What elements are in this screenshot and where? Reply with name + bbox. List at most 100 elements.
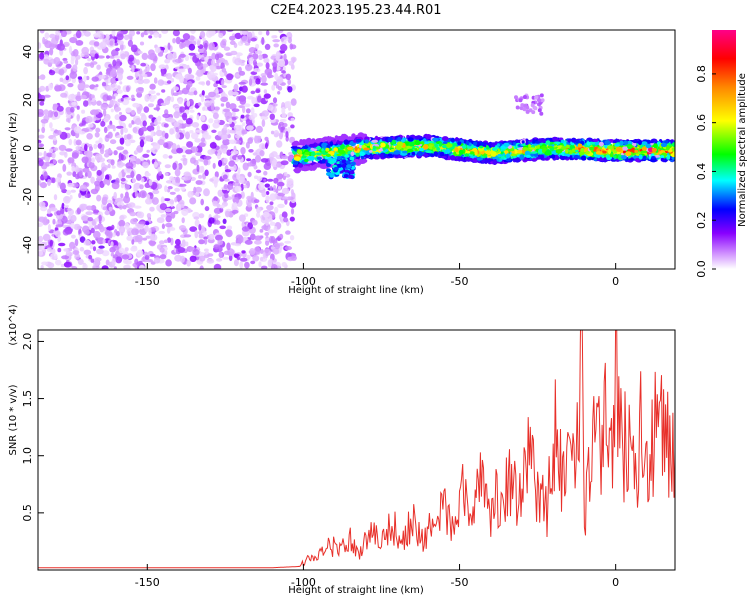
heatmap-cell: [101, 166, 107, 172]
heatmap-cell: [69, 71, 78, 79]
heatmap-cell: [290, 64, 295, 70]
heatmap-cell: [425, 134, 432, 140]
heatmap-cell: [104, 152, 110, 158]
heatmap-cell: [120, 53, 126, 60]
heatmap-cell: [90, 205, 97, 211]
heatmap-cell: [233, 259, 239, 267]
heatmap-cell: [52, 137, 57, 141]
heatmap-cell: [229, 251, 235, 256]
heatmap-cell: [275, 50, 281, 59]
heatmap-cell: [163, 123, 169, 128]
heatmap-cell: [277, 91, 281, 95]
heatmap-cell: [184, 73, 192, 80]
heatmap-cell: [49, 33, 56, 39]
heatmap-cell: [256, 135, 262, 139]
heatmap-cell: [142, 78, 150, 84]
heatmap-cell: [146, 30, 150, 34]
heatmap-cell: [263, 162, 271, 170]
heatmap-cell: [194, 186, 203, 193]
heatmap-cell: [213, 82, 219, 88]
heatmap-cell: [237, 155, 243, 160]
heatmap-cell: [214, 171, 219, 178]
heatmap-cell: [125, 107, 132, 113]
heatmap-cell: [272, 62, 278, 67]
heatmap-cell: [208, 91, 216, 98]
heatmap-cell: [257, 95, 262, 103]
heatmap-cell: [264, 68, 273, 76]
heatmap-cell: [91, 157, 95, 164]
heatmap-cell: [65, 148, 73, 152]
heatmap-cell: [198, 224, 202, 231]
heatmap-cell: [58, 68, 65, 76]
heatmap-cell: [561, 145, 567, 150]
heatmap-cell: [86, 133, 93, 140]
heatmap-cell: [113, 93, 118, 97]
heatmap-cell: [38, 75, 43, 80]
heatmap-cell: [281, 211, 288, 219]
heatmap-cell: [198, 239, 205, 245]
heatmap-cell: [136, 212, 142, 217]
heatmap-cell: [238, 176, 245, 184]
heatmap-cell: [116, 68, 124, 74]
heatmap-cell: [594, 141, 598, 146]
heatmap-cell: [145, 235, 152, 239]
heatmap-cell: [133, 205, 142, 209]
heatmap-cell: [434, 151, 438, 157]
heatmap-cell: [149, 95, 155, 103]
heatmap-cell: [235, 73, 240, 77]
heatmap-cell: [219, 225, 226, 230]
heatmap-cell: [187, 80, 193, 88]
heatmap-cell: [287, 126, 291, 134]
heatmap-cell: [123, 167, 132, 174]
heatmap-cell: [154, 118, 158, 126]
heatmap-cell: [119, 225, 126, 234]
heatmap-cell: [185, 241, 189, 247]
heatmap-cell: [90, 176, 95, 184]
heatmap-cell: [273, 133, 279, 138]
heatmap-cell: [47, 62, 53, 67]
heatmap-cell: [142, 237, 148, 241]
heatmap-cell: [46, 247, 52, 252]
heatmap-cell: [189, 255, 197, 262]
heatmap-cell: [83, 150, 89, 156]
heatmap-cell: [53, 194, 58, 201]
heatmap-cell: [290, 208, 295, 215]
heatmap-cell: [75, 95, 82, 102]
heatmap-cell: [69, 37, 78, 44]
heatmap-cell: [50, 128, 55, 132]
heatmap-cell: [224, 111, 233, 119]
heatmap-cell: [261, 110, 270, 117]
heatmap-cell: [514, 157, 521, 163]
heatmap-cell: [131, 228, 139, 236]
heatmap-cell: [571, 148, 576, 153]
heatmap-cell: [277, 203, 285, 209]
heatmap-cell: [289, 43, 294, 50]
heatmap-cell: [83, 249, 92, 255]
heatmap-cell: [157, 52, 164, 57]
heatmap-cell: [226, 242, 231, 251]
heatmap-cell: [258, 261, 262, 268]
heatmap-cell: [119, 137, 125, 145]
heatmap-cell: [309, 155, 315, 161]
heatmap-cell: [93, 230, 101, 239]
heatmap-cell: [57, 247, 62, 253]
heatmap-cell: [281, 155, 289, 160]
heatmap-cell: [61, 255, 70, 260]
heatmap-cell: [274, 206, 279, 214]
heatmap-cell: [183, 234, 192, 238]
heatmap-cell: [49, 207, 58, 212]
heatmap-cell: [78, 130, 86, 135]
heatmap-cell: [137, 50, 143, 55]
heatmap-cell: [157, 139, 165, 146]
heatmap-cell: [44, 40, 52, 49]
heatmap-cell: [179, 75, 185, 84]
heatmap-cell: [650, 157, 657, 163]
heatmap-cell: [290, 56, 297, 63]
heatmap-cell: [178, 183, 187, 187]
heatmap-cell: [169, 191, 176, 195]
heatmap-cell: [249, 233, 256, 241]
heatmap-cell: [110, 77, 117, 85]
heatmap-cell: [109, 99, 114, 108]
heatmap-cell: [279, 119, 287, 122]
heatmap-cell: [63, 60, 69, 64]
